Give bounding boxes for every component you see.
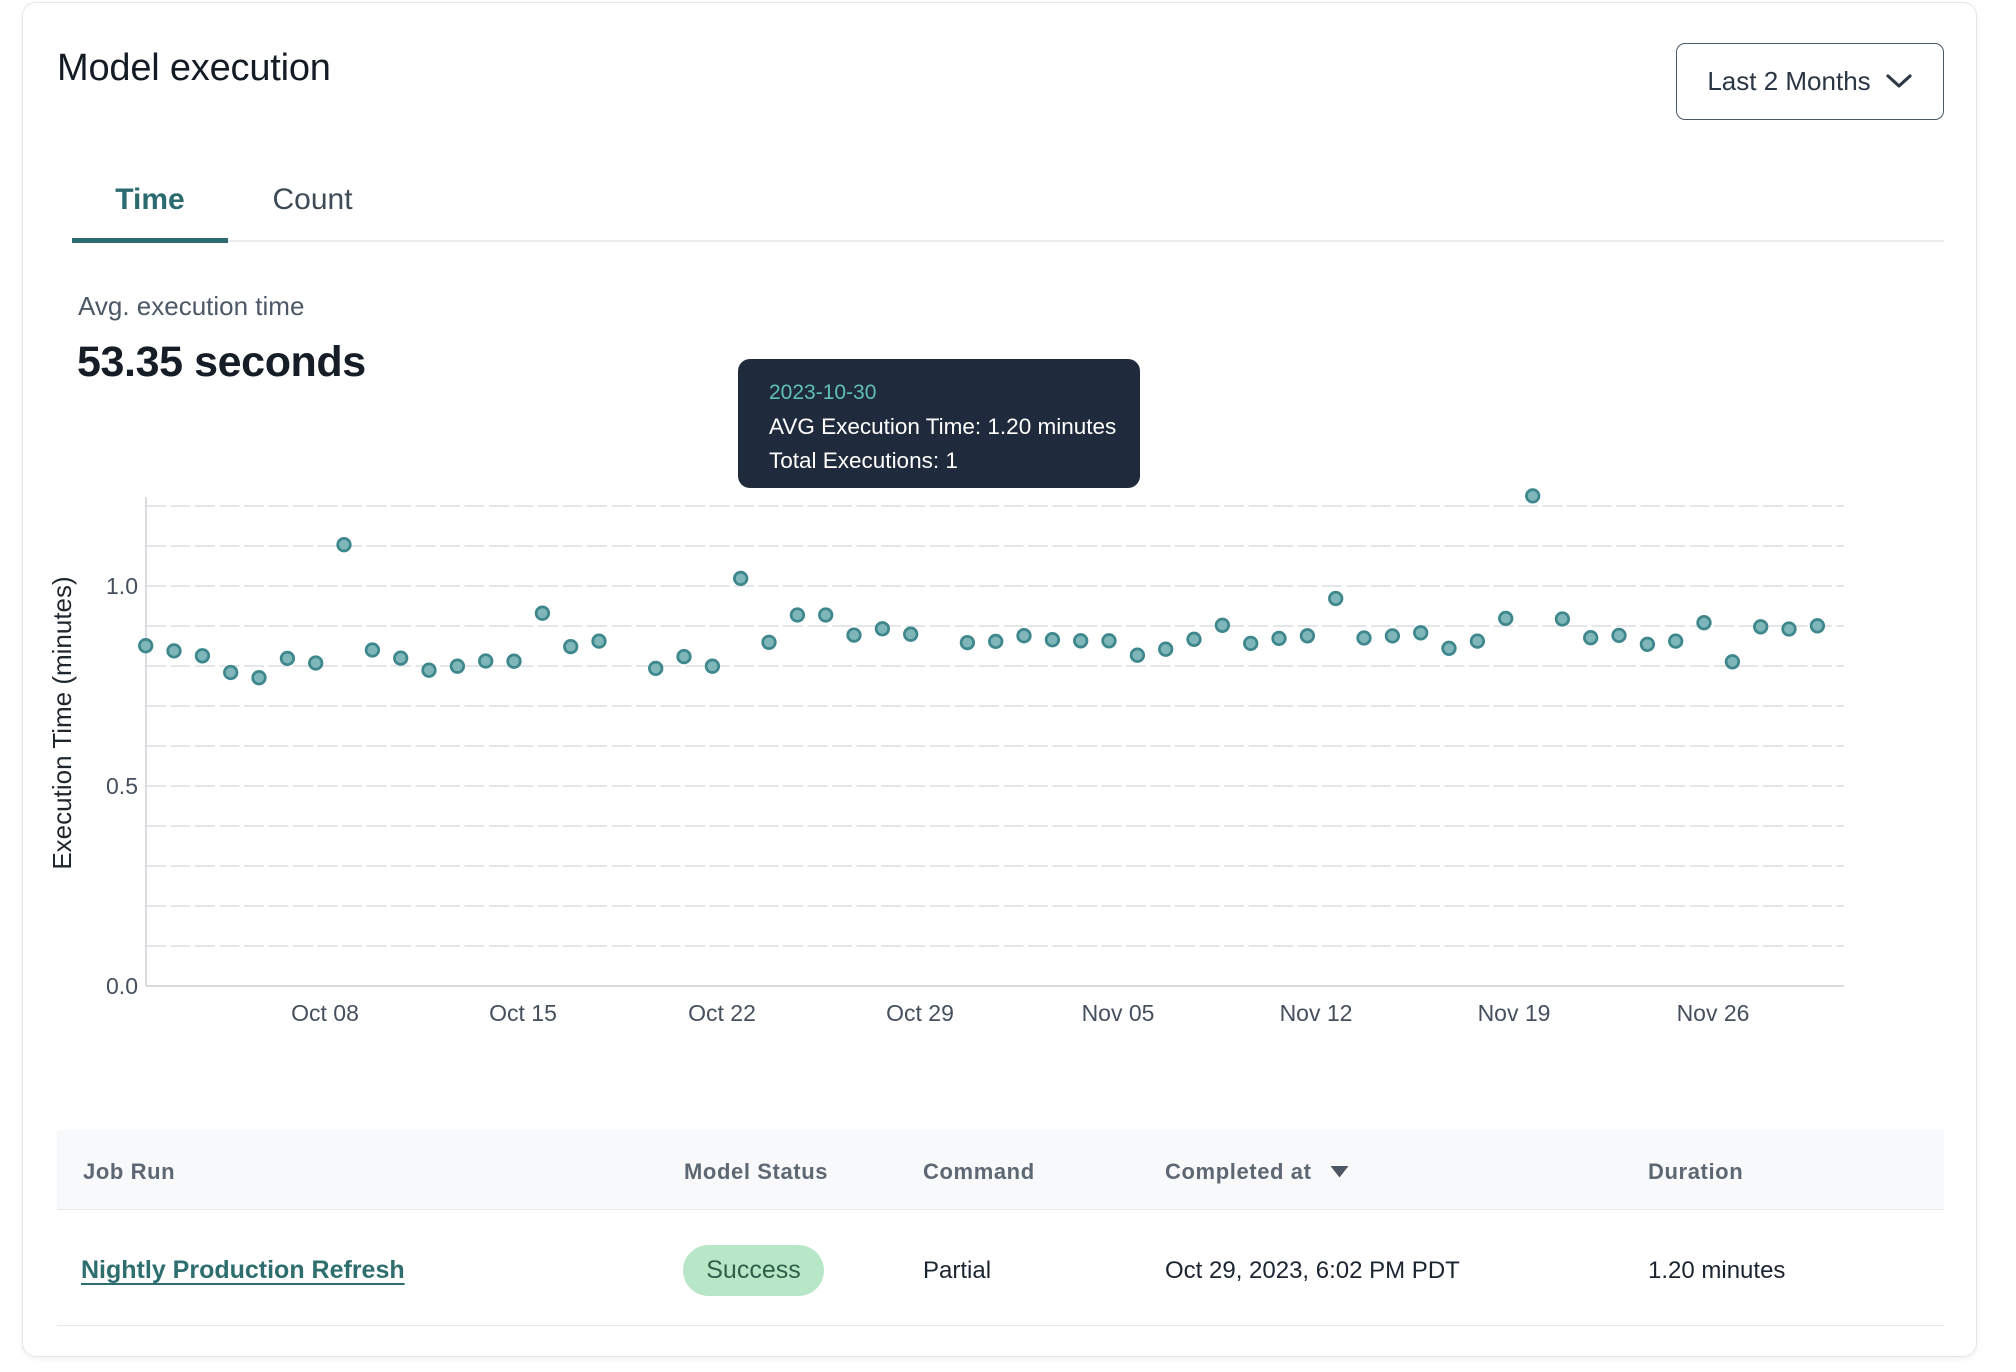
svg-text:0.0: 0.0	[106, 973, 138, 999]
svg-text:Oct 29: Oct 29	[886, 1000, 954, 1026]
svg-text:Oct 22: Oct 22	[688, 1000, 756, 1026]
svg-text:Nov 19: Nov 19	[1478, 1000, 1551, 1026]
svg-text:1.0: 1.0	[106, 573, 138, 599]
svg-text:Oct 15: Oct 15	[489, 1000, 557, 1026]
svg-text:Nov 12: Nov 12	[1280, 1000, 1353, 1026]
svg-text:0.5: 0.5	[106, 773, 138, 799]
svg-text:Oct 08: Oct 08	[291, 1000, 359, 1026]
svg-text:Nov 26: Nov 26	[1677, 1000, 1750, 1026]
svg-text:Execution Time (minutes): Execution Time (minutes)	[47, 576, 77, 869]
svg-text:Nov 05: Nov 05	[1082, 1000, 1155, 1026]
